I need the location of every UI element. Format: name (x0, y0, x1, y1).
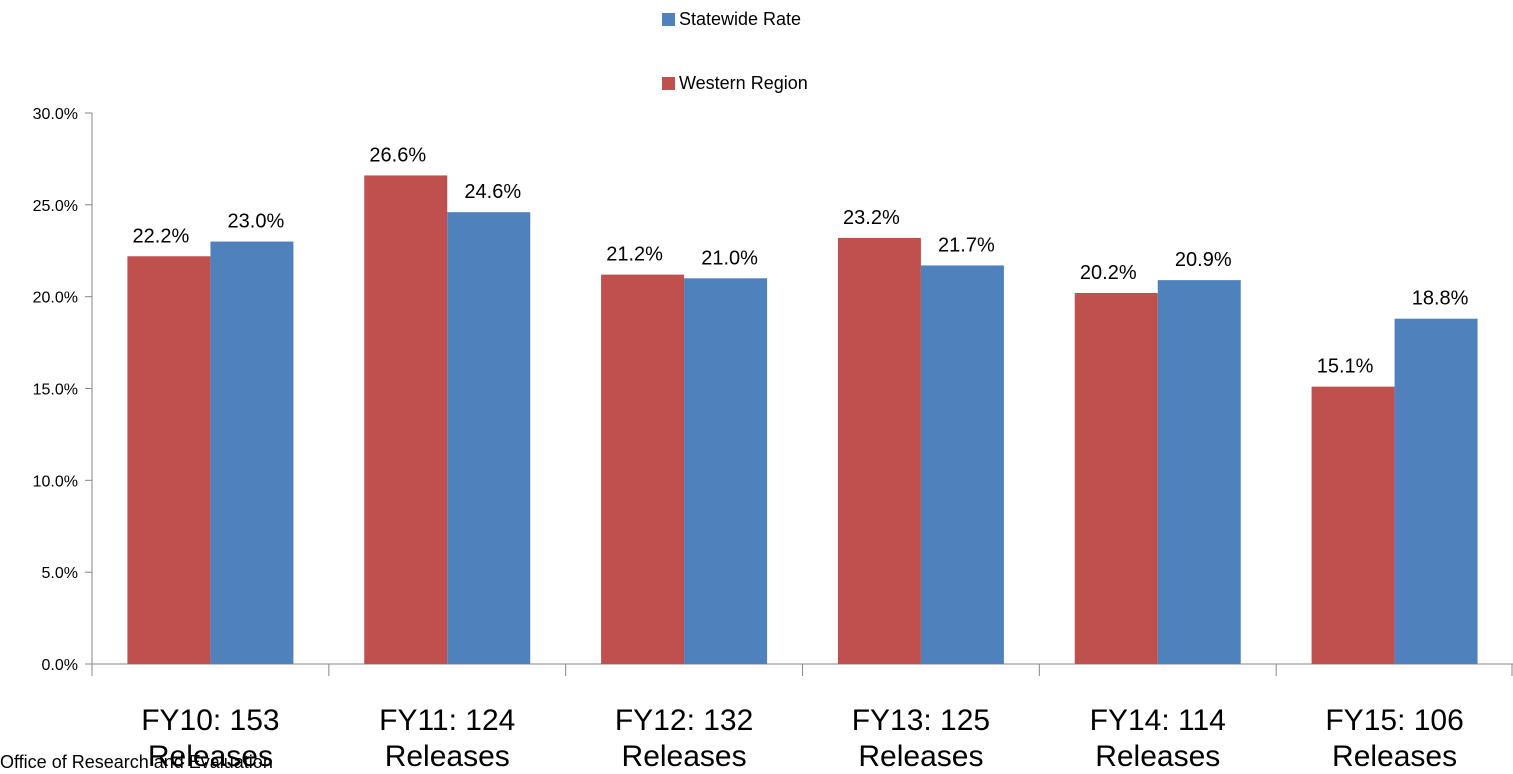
data-label: 23.0% (228, 211, 285, 233)
x-tick-label: FY15: 106 Releases (1325, 704, 1463, 773)
data-label: 21.0% (701, 247, 758, 269)
x-tick-label: FY12: 132 Releases (615, 704, 753, 773)
y-tick-label: 10.0% (33, 473, 78, 490)
bar-western-region (364, 175, 448, 665)
x-tick-label: FY10: 153 Releases (141, 704, 279, 773)
bar-western-region (1074, 292, 1158, 664)
data-label: 26.6% (369, 144, 426, 166)
data-label: 21.7% (938, 234, 995, 256)
x-tick-label: FY13: 125 Releases (852, 704, 990, 773)
data-label: 22.2% (133, 225, 190, 247)
bar-statewide-rate (684, 278, 768, 664)
y-tick-label: 20.0% (33, 290, 78, 307)
bar-statewide-rate (1394, 318, 1478, 664)
legend-label: Western Region (679, 73, 808, 93)
data-label: 23.2% (843, 207, 900, 229)
x-axis: FY10: 153 Releases FY11: 124 Releases FY12: … (91, 663, 1513, 773)
bar-western-region (601, 274, 685, 664)
bar-statewide-rate (1157, 280, 1241, 664)
legend-swatch (662, 77, 675, 90)
y-tick-label: 5.0% (42, 565, 78, 582)
bar-statewide-rate (920, 265, 1004, 664)
x-tick-label: FY14: 114 Releases (1090, 704, 1226, 773)
bar-western-region (837, 237, 921, 665)
data-label-group: 22.2% 26.6% 21.2% 23.2% 20.2% 15.1% 23.0% 24.6%… (133, 144, 1469, 377)
chart-legend: Statewide Rate Western Region (662, 9, 808, 93)
bar-statewide-rate (210, 241, 294, 665)
legend-label: Statewide Rate (679, 9, 801, 29)
data-label: 24.6% (464, 181, 521, 203)
data-label: 15.1% (1317, 356, 1374, 378)
bar-statewide-rate (447, 212, 531, 664)
y-tick-label: 30.0% (33, 106, 78, 123)
x-tick-label: FY11: 124 Releases (379, 704, 515, 773)
bar-western-region (127, 256, 211, 664)
data-label: 20.9% (1175, 249, 1232, 271)
data-label: 20.2% (1080, 262, 1137, 284)
legend-swatch (662, 13, 675, 26)
y-tick-label: 25.0% (33, 198, 78, 215)
data-label: 21.2% (606, 244, 663, 266)
y-tick-label: 0.0% (42, 657, 78, 674)
footer-source: Office of Research and Evaluation (0, 752, 273, 772)
data-label: 18.8% (1412, 288, 1469, 310)
y-tick-label: 15.0% (33, 382, 78, 399)
y-axis: 0.0% 5.0% 10.0% 15.0% 20.0% 25.0% 30.0% (33, 106, 93, 674)
bar-western-region (1311, 386, 1395, 664)
bar-group (127, 175, 1478, 665)
